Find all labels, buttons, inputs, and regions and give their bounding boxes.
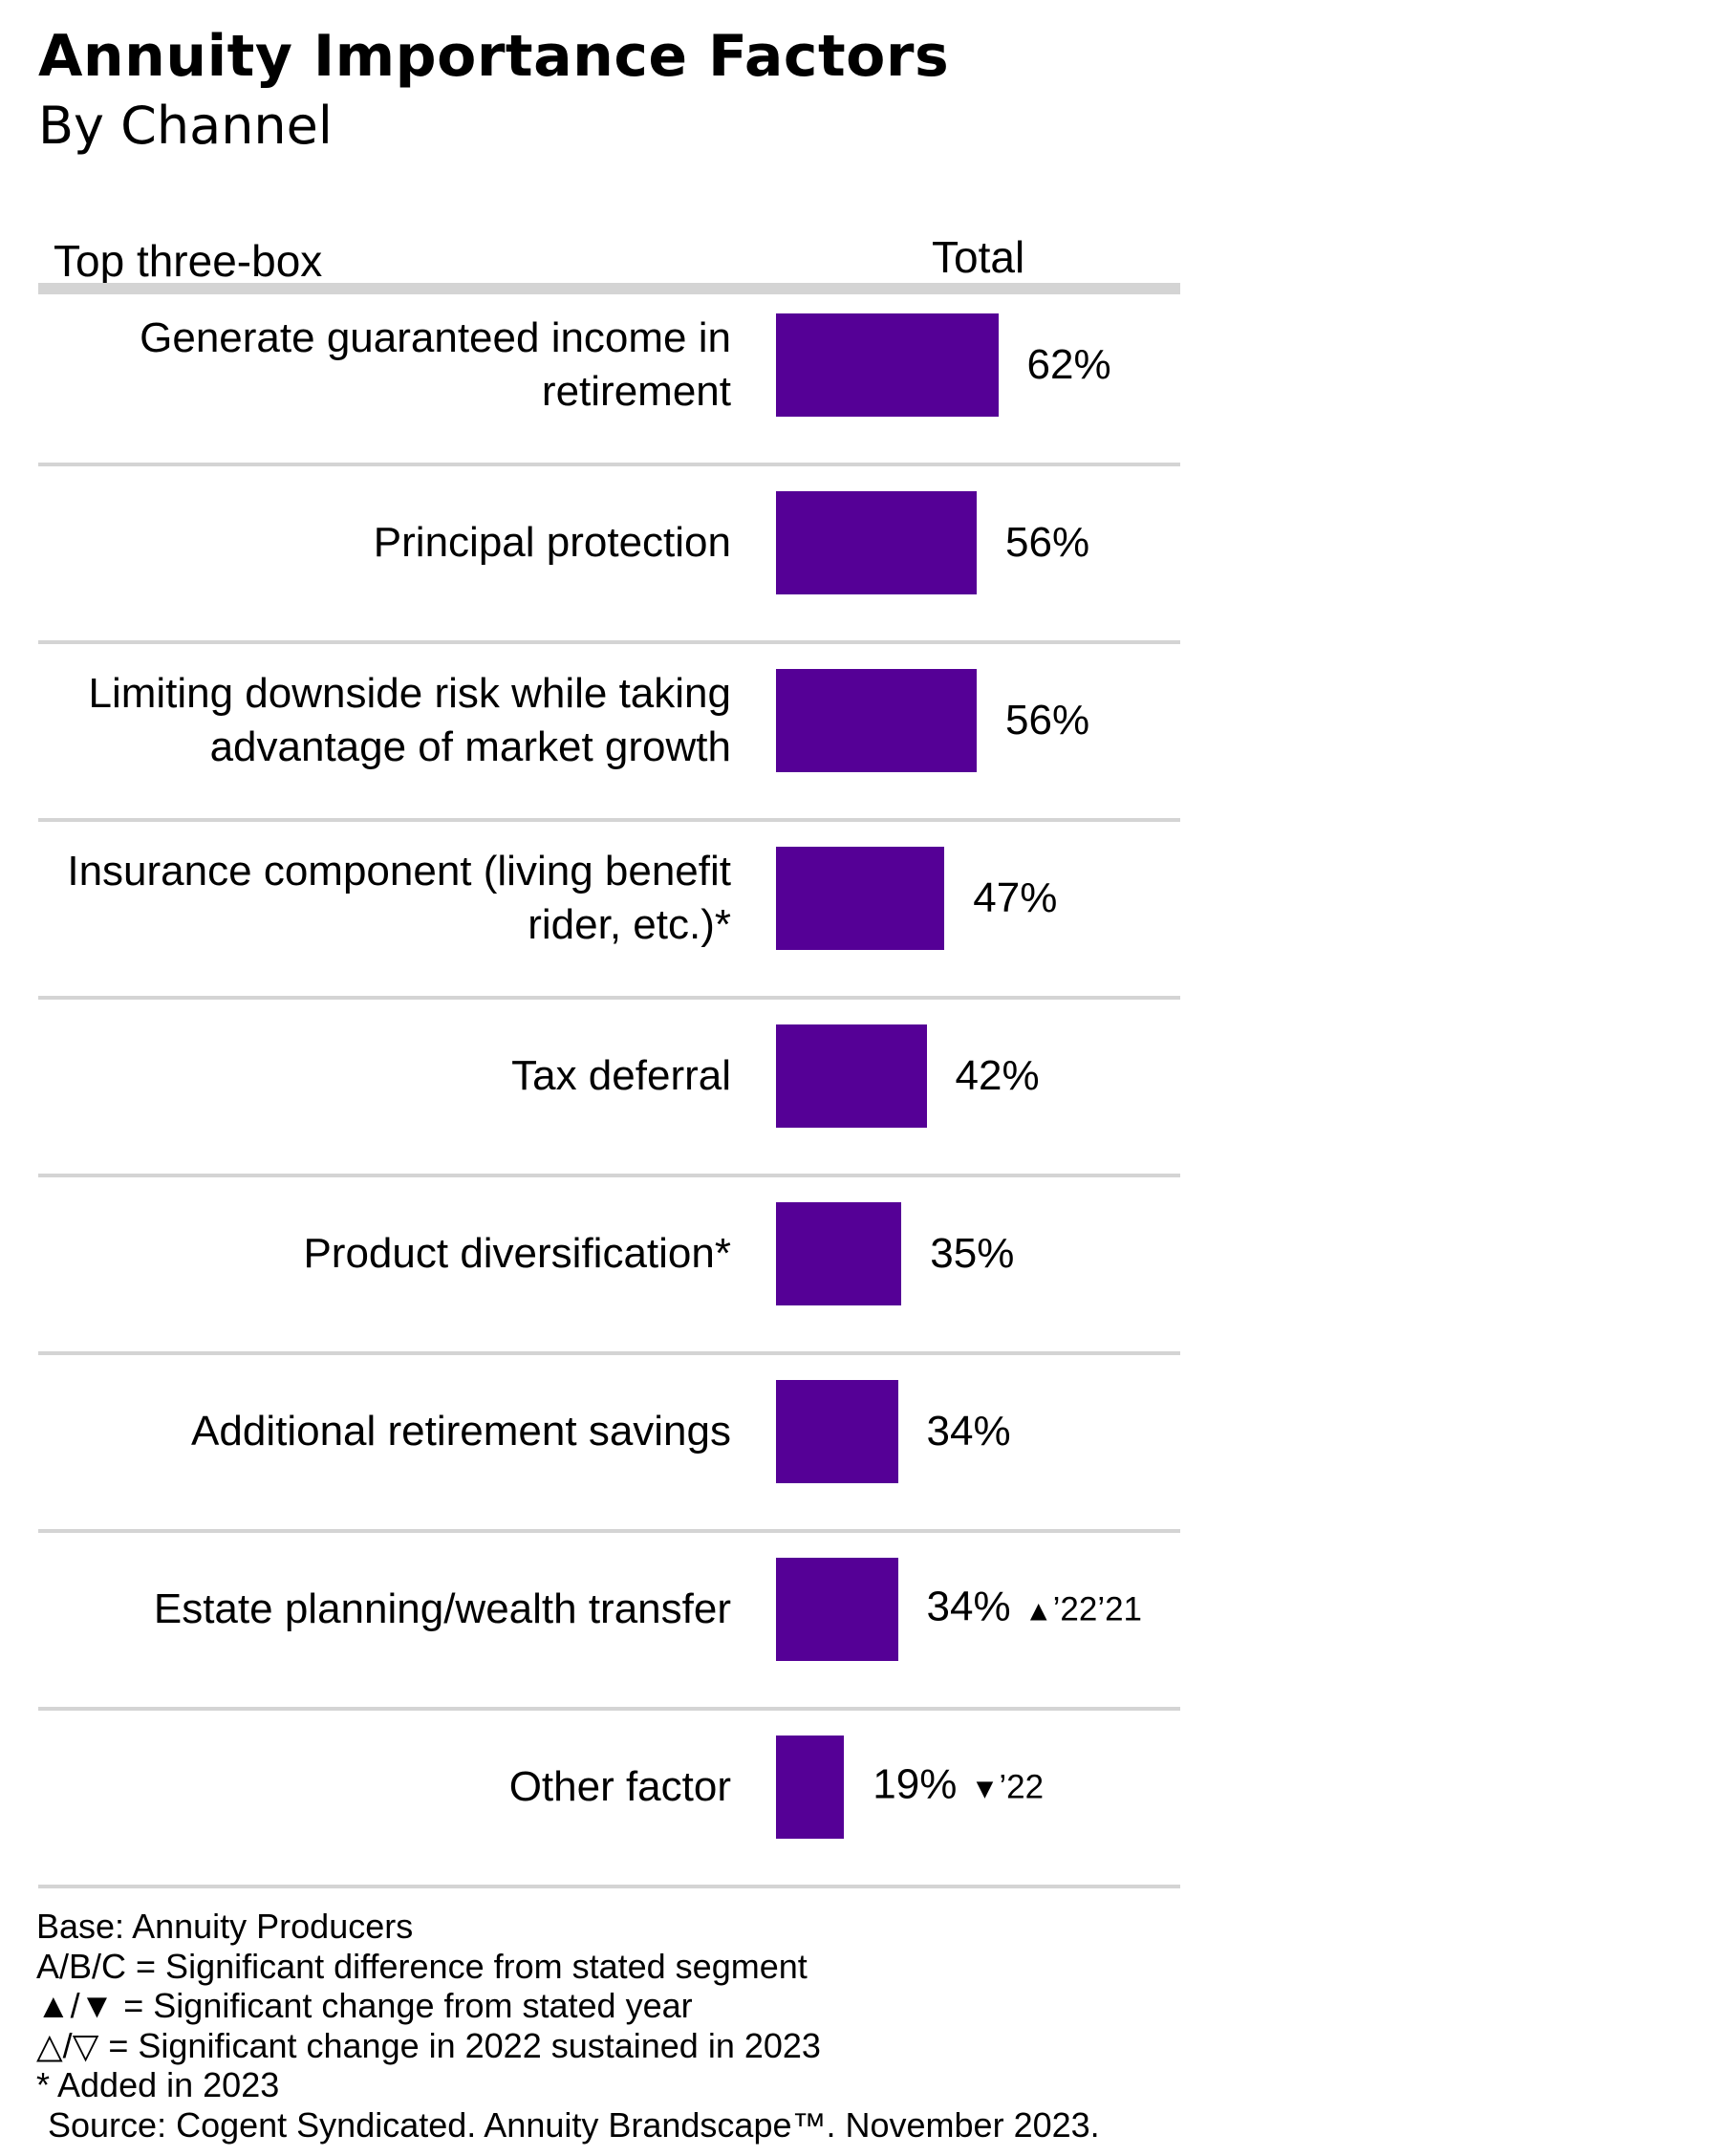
bar — [776, 1558, 898, 1661]
bar — [776, 847, 945, 950]
row-header: Top three-box — [54, 236, 323, 286]
bar — [776, 491, 977, 594]
bar — [776, 1736, 845, 1839]
footnote-filled-triangles: ▲/▼ = Significant change from stated yea… — [36, 1986, 693, 2025]
row-separator — [38, 1885, 1180, 1888]
data-label: 56% — [1005, 519, 1090, 566]
row-separator — [38, 640, 1180, 644]
data-label: 35% — [930, 1230, 1015, 1277]
header-rule — [38, 283, 1180, 294]
row-separator — [38, 1174, 1180, 1177]
significance-years: ’22’21 — [1052, 1590, 1143, 1628]
bar — [776, 1380, 898, 1483]
footnote-outline-triangles: △/▽ = Significant change in 2022 sustain… — [36, 2025, 821, 2065]
data-label: 34% — [926, 1408, 1011, 1455]
series-header-total: Total — [932, 232, 1025, 282]
data-label: 62% — [1026, 341, 1111, 388]
significance-down-icon: ▼ — [962, 1773, 1000, 1805]
data-label: 34% ▲’22’21 — [926, 1583, 1143, 1630]
category-label: Additional retirement savings — [191, 1408, 731, 1455]
bar — [776, 1202, 902, 1305]
footnotes: Base: Annuity Producers A/B/C = Signific… — [36, 1907, 1100, 2145]
bar — [776, 1024, 927, 1128]
row-separator — [38, 996, 1180, 1000]
chart-title: Annuity Importance Factors — [38, 23, 950, 90]
category-label: Estate planning/wealth transfer — [153, 1585, 731, 1632]
data-label: 56% — [1005, 697, 1090, 744]
row-separator — [38, 463, 1180, 466]
category-label: Product diversification* — [303, 1230, 731, 1277]
data-label: 47% — [973, 874, 1058, 921]
bar — [776, 669, 977, 772]
footnote-source: Source: Cogent Syndicated. Annuity Brand… — [48, 2104, 1100, 2145]
significance-up-icon: ▲ — [1016, 1595, 1053, 1628]
bar — [776, 313, 999, 417]
category-label: Tax deferral — [511, 1052, 731, 1099]
significance-years: ’22 — [999, 1768, 1045, 1806]
chart-subtitle: By Channel — [38, 96, 333, 156]
row-separator — [38, 818, 1180, 822]
footnote-abc: A/B/C = Significant difference from stat… — [36, 1946, 808, 1986]
footnote-base: Base: Annuity Producers — [36, 1907, 414, 1946]
footnote-added: * Added in 2023 — [36, 2065, 280, 2104]
data-label: 19% ▼’22 — [873, 1760, 1045, 1808]
row-separator — [38, 1529, 1180, 1533]
category-label: Other factor — [508, 1763, 731, 1810]
category-label: Generate guaranteed income in retirement — [140, 314, 731, 415]
row-separator — [38, 1351, 1180, 1355]
data-label: 42% — [955, 1052, 1040, 1099]
category-label: Limiting downside risk while taking advan… — [88, 670, 731, 770]
row-separator — [38, 1707, 1180, 1711]
category-label: Principal protection — [373, 519, 731, 566]
category-label: Insurance component (living benefit rider… — [67, 848, 731, 948]
